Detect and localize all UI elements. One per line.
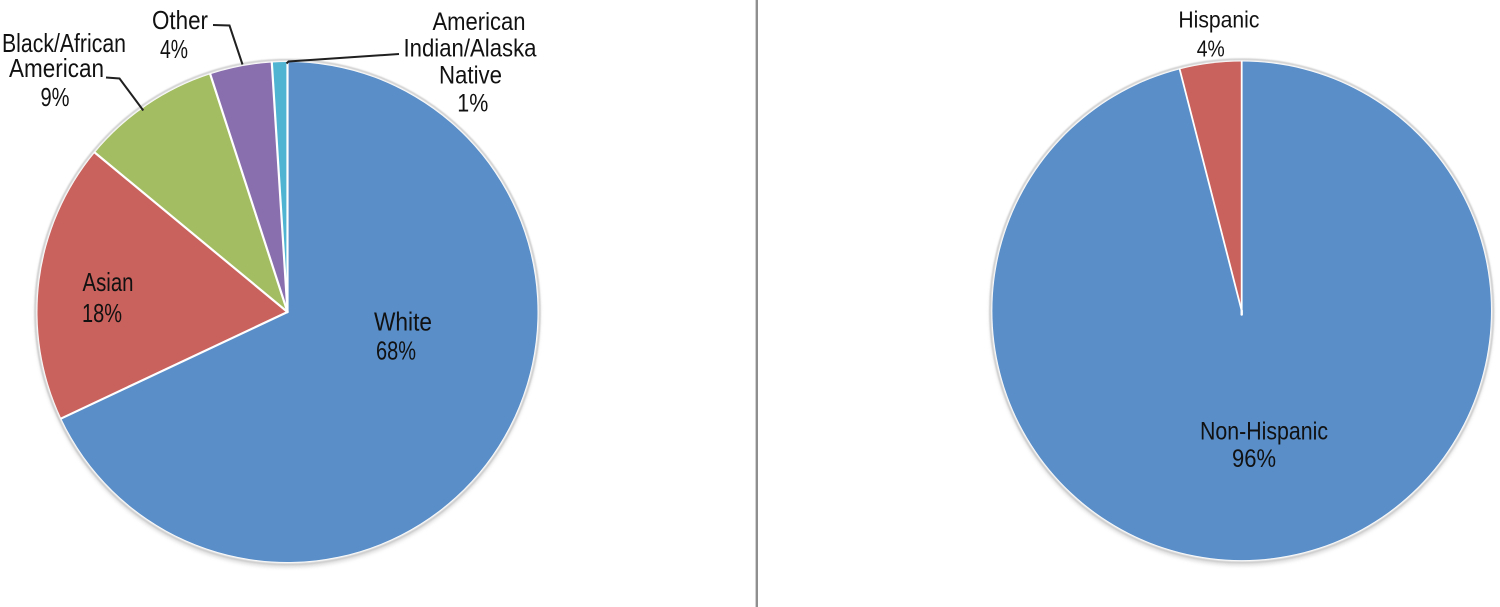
svg-text:Hispanic: Hispanic	[1178, 7, 1259, 33]
svg-text:68%: 68%	[376, 336, 416, 366]
svg-text:American: American	[9, 53, 104, 83]
svg-text:1%: 1%	[457, 89, 488, 117]
svg-text:American: American	[433, 8, 526, 36]
svg-text:Other: Other	[152, 5, 208, 35]
svg-text:Black/African: Black/African	[2, 28, 126, 58]
svg-text:4%: 4%	[160, 34, 188, 64]
svg-text:Indian/Alaska: Indian/Alaska	[404, 35, 537, 63]
svg-text:4%: 4%	[1197, 35, 1225, 61]
svg-text:White: White	[374, 307, 432, 337]
svg-text:9%: 9%	[41, 82, 70, 112]
svg-text:18%: 18%	[82, 298, 122, 328]
svg-text:Asian: Asian	[83, 267, 134, 297]
svg-text:Native: Native	[439, 62, 502, 90]
svg-text:Non-Hispanic: Non-Hispanic	[1200, 418, 1328, 446]
svg-text:96%: 96%	[1232, 445, 1276, 473]
